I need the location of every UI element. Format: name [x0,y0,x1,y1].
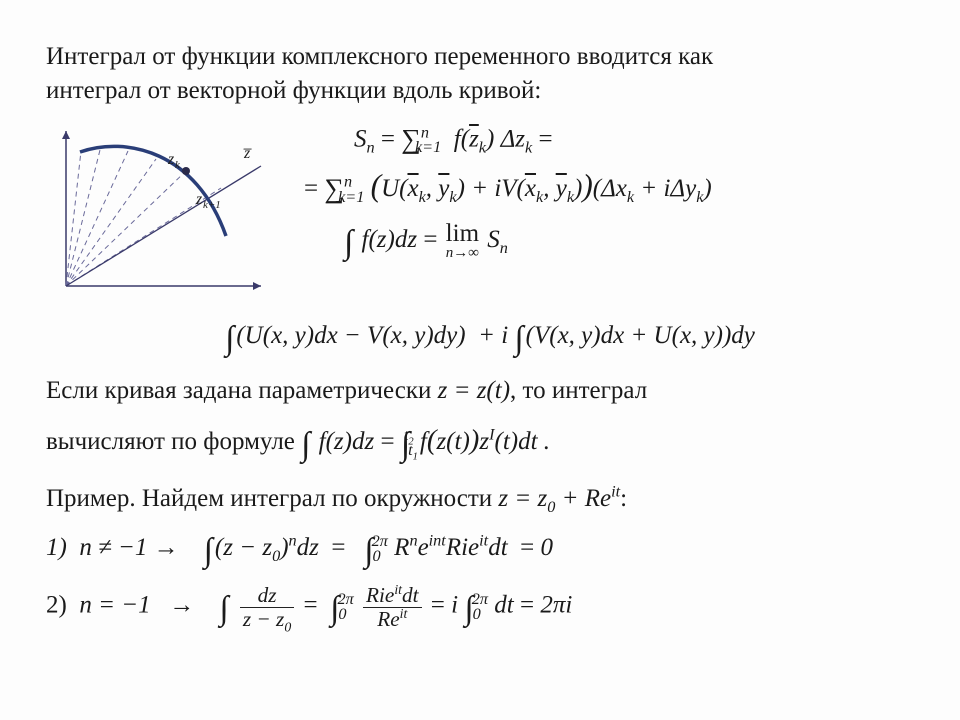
para2-b: , то интеграл [510,377,647,404]
intro-line-1: Интеграл от функции комплексного перемен… [46,43,713,70]
svg-text:z̅: z̅ [243,145,252,162]
para4-b: : [620,485,627,512]
example-case-2: 2) n = −1 → ∫ dzz − z0 = ∫02π RieitdtRei… [46,584,914,630]
slide: Интеграл от функции комплексного перемен… [0,0,960,720]
eq-uv-split: ∫(U(x, y)dx − V(x, y)dy) + i ∫(V(x, y)dx… [66,320,914,358]
svg-text:k+1: k+1 [203,199,221,211]
example-intro: Пример. Найдем интеграл по окружности z … [46,480,914,519]
svg-text:z: z [167,151,175,168]
para2-a: Если кривая задана параметрически [46,377,438,404]
partition-diagram: z k z k+1 z̅ [46,116,276,306]
svg-text:z: z [195,191,203,208]
para-parametric-1: Если кривая задана параметрически z = z(… [46,372,914,411]
para4-a: Пример. Найдем интеграл по окружности [46,485,498,512]
eq-sn-line2: = ∑nk=1 (U(xk, yk) + iV(xk, yk))(Δxk + i… [304,162,914,210]
intro-text: Интеграл от функции комплексного перемен… [46,40,914,108]
eq-sn-line1: Sn = ∑nk=1 f(zk) Δzk = [304,118,914,161]
example-case-1: 1) n ≠ −1 → ∫(z − z0)ndz = ∫02π RneintRi… [46,532,914,570]
sn-equations: Sn = ∑nk=1 f(zk) Δzk = = ∑nk=1 (U(xk, yk… [304,116,914,271]
eq-limit: ∫ f(z)dz = limn→∞ Sn [304,217,914,269]
para3-a: вычисляют по формуле [46,428,301,455]
intro-line-2: интеграл от векторной функции вдоль крив… [46,77,541,104]
top-row: z k z k+1 z̅ Sn = ∑nk=1 f(zk) Δzk = = ∑n… [46,116,914,306]
para-parametric-2: вычисляют по формуле ∫ f(z)dz = ∫t1t2 f(… [46,418,914,471]
